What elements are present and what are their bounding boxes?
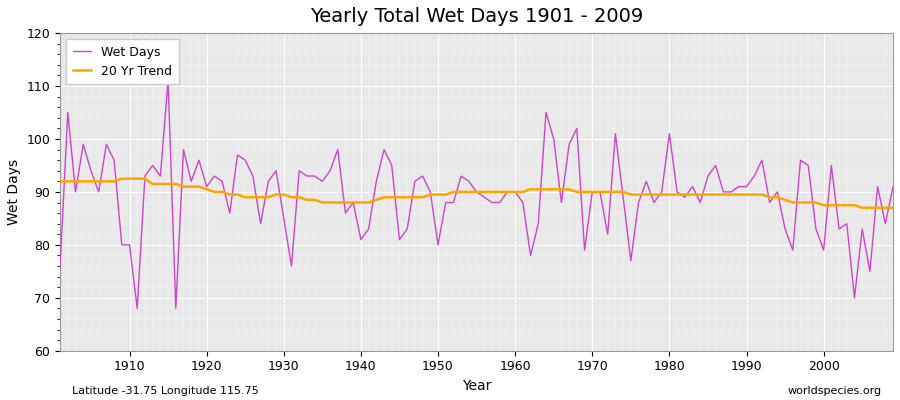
Wet Days [518, 200, 528, 205]
Legend: Wet Days, 20 Yr Trend: Wet Days, 20 Yr Trend [67, 39, 178, 84]
Wet Days [302, 174, 312, 178]
20 Yr Trend [509, 190, 520, 194]
Wet Days [116, 242, 127, 247]
Wet Days [526, 253, 536, 258]
X-axis label: Year: Year [462, 379, 491, 393]
Title: Yearly Total Wet Days 1901 - 2009: Yearly Total Wet Days 1901 - 2009 [310, 7, 644, 26]
Line: Wet Days: Wet Days [60, 81, 893, 308]
Text: Latitude -31.75 Longitude 115.75: Latitude -31.75 Longitude 115.75 [72, 386, 259, 396]
20 Yr Trend [340, 200, 351, 205]
Wet Days [617, 195, 628, 200]
Wet Days [55, 264, 66, 268]
20 Yr Trend [518, 190, 528, 194]
Wet Days [347, 200, 358, 205]
20 Yr Trend [293, 195, 304, 200]
Y-axis label: Wet Days: Wet Days [7, 159, 21, 225]
20 Yr Trend [124, 176, 135, 181]
20 Yr Trend [887, 206, 898, 210]
Line: 20 Yr Trend: 20 Yr Trend [60, 179, 893, 208]
Text: worldspecies.org: worldspecies.org [788, 386, 882, 396]
20 Yr Trend [116, 176, 127, 181]
Wet Days [131, 306, 142, 311]
Wet Days [163, 78, 174, 83]
20 Yr Trend [857, 206, 868, 210]
Wet Days [887, 184, 898, 189]
20 Yr Trend [55, 179, 66, 184]
20 Yr Trend [610, 190, 621, 194]
